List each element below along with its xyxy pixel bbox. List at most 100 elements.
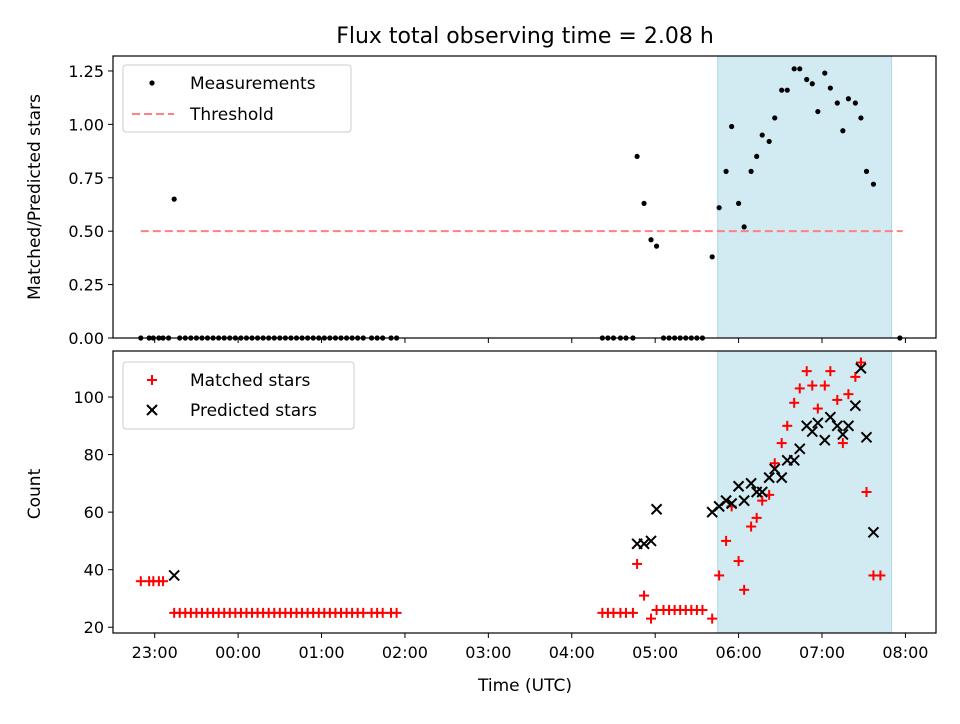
matched-star-point bbox=[733, 556, 744, 567]
matched-star-point bbox=[776, 438, 787, 449]
measurement-point bbox=[772, 115, 778, 121]
y-tick-label: 60 bbox=[84, 503, 104, 522]
matched-star-point bbox=[789, 397, 800, 408]
matched-star-point bbox=[757, 495, 768, 506]
matched-star-point bbox=[794, 383, 805, 394]
predicted-star-point bbox=[650, 503, 663, 515]
y-tick-label: 0.25 bbox=[68, 276, 104, 295]
legend-predicted-label: Predicted stars bbox=[190, 401, 317, 421]
measurement-point bbox=[827, 85, 833, 91]
axes-frame bbox=[112, 350, 937, 634]
matched-star-point bbox=[807, 380, 818, 391]
measurement-point bbox=[815, 108, 821, 115]
measurement-point bbox=[870, 181, 877, 187]
x-tick-label: 05:00 bbox=[632, 643, 678, 662]
measurement-point bbox=[804, 76, 810, 83]
measurement-point bbox=[779, 87, 785, 93]
matched-star-point bbox=[627, 607, 638, 618]
matched-star-point bbox=[358, 607, 369, 618]
predicted-star-point bbox=[849, 399, 862, 412]
measurement-point bbox=[741, 224, 747, 230]
predicted-star-point bbox=[638, 538, 650, 550]
matched-star-point bbox=[377, 607, 388, 618]
measurement-point bbox=[784, 87, 790, 93]
y-tick-label: 40 bbox=[84, 561, 104, 580]
measurement-point bbox=[709, 254, 715, 260]
matched-star-point bbox=[158, 576, 169, 587]
matched-star-point bbox=[632, 558, 643, 569]
x-tick-label: 04:00 bbox=[549, 643, 595, 662]
measurement-point bbox=[863, 168, 870, 174]
x-tick-label: 02:00 bbox=[382, 643, 428, 662]
matched-star-point bbox=[769, 458, 780, 469]
measurement-point bbox=[729, 123, 735, 130]
legend-box bbox=[122, 361, 355, 430]
legend-matched-label: Matched stars bbox=[190, 371, 310, 391]
observing-window-shade bbox=[717, 55, 893, 339]
measurement-point bbox=[858, 115, 864, 121]
axes-frame bbox=[112, 55, 937, 339]
measurement-point bbox=[766, 138, 772, 145]
measurement-point bbox=[716, 205, 722, 211]
matched-star-point bbox=[707, 613, 718, 624]
predicted-star-point bbox=[745, 477, 757, 490]
predicted-star-point bbox=[819, 434, 831, 446]
matched-star-point bbox=[721, 535, 732, 546]
matched-star-point bbox=[843, 389, 854, 400]
matched-star-point bbox=[825, 366, 836, 377]
bottom-panel: 20 40 60 80 100 23:00 00:00 01:00 02:00 03:00 04:0… bbox=[73, 350, 937, 662]
measurement-point bbox=[840, 128, 846, 134]
x-tick-label: 07:00 bbox=[799, 643, 845, 662]
predicted-star-point bbox=[824, 411, 837, 423]
measurement-point bbox=[748, 168, 754, 174]
predicted-star-point bbox=[775, 471, 788, 484]
matched-star-point bbox=[819, 380, 830, 391]
legend-box bbox=[122, 64, 352, 133]
legend-threshold-label: Threshold bbox=[189, 105, 274, 125]
matched-star-point bbox=[855, 357, 866, 368]
predicted-star-point bbox=[812, 417, 824, 429]
matched-star-point bbox=[832, 394, 843, 405]
predicted-star-point bbox=[732, 480, 745, 492]
y-tick-label: 0.50 bbox=[68, 222, 104, 241]
y-tick-label: 1.00 bbox=[68, 115, 104, 134]
x-axis-label: Time (UTC) bbox=[477, 676, 572, 696]
legend-measurement-marker bbox=[149, 80, 155, 86]
matched-star-point bbox=[639, 590, 650, 601]
x-tick-label: 23:00 bbox=[132, 643, 178, 662]
measurement-point bbox=[735, 200, 742, 207]
measurement-point bbox=[759, 132, 765, 138]
matched-star-point bbox=[714, 570, 725, 581]
y-tick-label: 100 bbox=[73, 388, 104, 407]
top-panel: 0.00 0.25 0.50 0.75 1.00 1.25 Measurements Thre… bbox=[68, 55, 937, 348]
matched-star-point bbox=[751, 512, 762, 523]
matched-star-point bbox=[812, 403, 823, 414]
measurement-point bbox=[834, 100, 840, 106]
x-tick-label: 00:00 bbox=[215, 643, 261, 662]
top-chart-title: Flux total observing time = 2.08 h bbox=[336, 24, 714, 49]
matched-star-point bbox=[391, 607, 402, 618]
matched-star-point bbox=[135, 576, 146, 587]
predicted-star-point bbox=[168, 569, 180, 582]
x-tick-label: 01:00 bbox=[298, 643, 344, 662]
top-legend: Measurements Threshold bbox=[122, 64, 352, 133]
measurement-point bbox=[791, 66, 797, 72]
predicted-star-point bbox=[763, 471, 775, 484]
bottom-y-axis-label: Count bbox=[25, 468, 45, 519]
predicted-star-point bbox=[720, 494, 732, 507]
legend-predicted-marker bbox=[146, 404, 158, 416]
y-tick-label: 0.75 bbox=[68, 169, 104, 188]
predicted-star-point bbox=[860, 431, 873, 444]
y-tick-label: 1.25 bbox=[68, 62, 104, 81]
predicted-star-point bbox=[756, 486, 768, 498]
measurement-point bbox=[653, 243, 660, 249]
matched-star-point bbox=[646, 613, 657, 624]
predicted-star-point bbox=[837, 428, 849, 441]
predicted-star-point bbox=[842, 420, 855, 432]
matched-star-point bbox=[875, 570, 886, 581]
measurement-point bbox=[754, 153, 760, 160]
matched-star-point bbox=[850, 371, 861, 382]
y-tick-label: 0.00 bbox=[68, 329, 104, 348]
